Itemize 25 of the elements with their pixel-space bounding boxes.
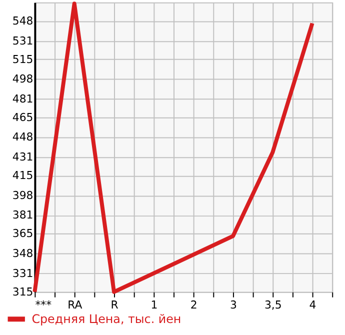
y-tick-label: 498 <box>12 72 34 86</box>
y-tick-label: 348 <box>12 247 34 260</box>
x-tick-label: 4 <box>309 298 316 312</box>
y-tick-label: 531 <box>12 34 34 48</box>
y-tick-label: 481 <box>12 92 34 106</box>
x-tick-label: *** <box>35 298 52 312</box>
x-tick-label: R <box>110 298 119 312</box>
y-tick-label: 465 <box>12 110 34 124</box>
y-tick-label: 515 <box>12 52 34 66</box>
legend-label: Средняя Цена, тыс. йен <box>32 312 182 326</box>
y-tick-label: 381 <box>12 208 34 222</box>
y-tick-label: 331 <box>12 266 34 280</box>
y-tick-label: 415 <box>12 169 34 182</box>
y-tick-label: 431 <box>12 150 34 164</box>
y-tick-label: 365 <box>12 227 34 240</box>
line-series <box>32 2 314 294</box>
y-tick-label: 548 <box>12 14 34 28</box>
x-tick-label: 3 <box>230 298 237 312</box>
x-tick-label: RA <box>68 298 83 312</box>
x-tick-label: 3,5 <box>264 298 282 312</box>
y-tick-label: 398 <box>12 188 34 202</box>
x-tick-label: 2 <box>190 298 198 312</box>
x-tick-label: 1 <box>150 298 158 312</box>
y-tick-label: 448 <box>12 130 34 144</box>
y-tick-label: 315 <box>12 285 34 298</box>
